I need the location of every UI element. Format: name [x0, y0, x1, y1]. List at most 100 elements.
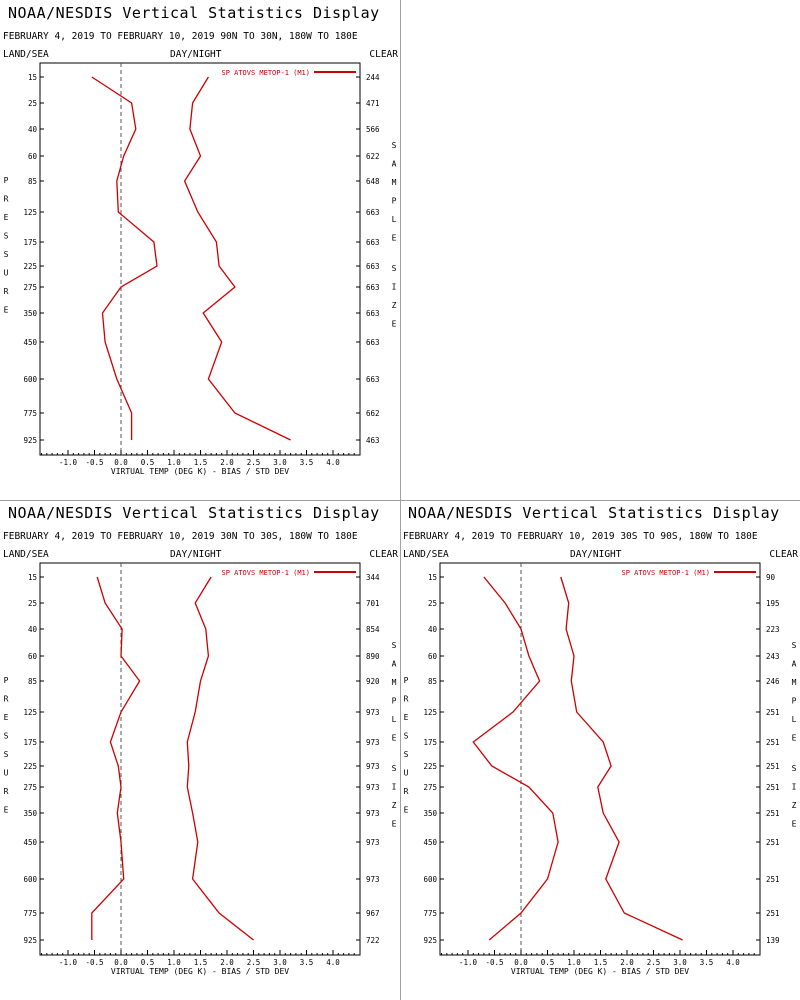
pressure-axis-letter: E	[4, 713, 9, 722]
x-tick-label: 2.0	[620, 958, 634, 967]
pressure-level-label: 175	[23, 738, 37, 747]
pressure-level-label: 775	[23, 909, 37, 918]
x-tick-label: 2.5	[647, 958, 661, 967]
pressure-axis-letter: E	[4, 213, 9, 222]
sample-size-label: 223	[766, 625, 780, 634]
pressure-axis-letter: E	[4, 306, 9, 315]
pressure-level-label: 125	[23, 208, 37, 217]
pressure-level-label: 600	[423, 875, 437, 884]
sample-size-label: 663	[366, 375, 380, 384]
sample-size-axis-letter: L	[392, 715, 397, 724]
day-night-label: DAY/NIGHT	[570, 549, 622, 560]
land-sea-label: LAND/SEA	[403, 549, 449, 560]
sample-size-label: 648	[366, 177, 380, 186]
bias-series-line	[472, 576, 559, 941]
panel-subtitle: FEBRUARY 4, 2019 TO FEBRUARY 10, 2019 90…	[3, 31, 358, 42]
sample-size-label: 251	[766, 708, 780, 717]
pressure-level-label: 125	[423, 708, 437, 717]
pressure-level-label: 925	[423, 936, 437, 945]
sample-size-label: 246	[766, 677, 780, 686]
x-tick-label: 0.0	[114, 458, 128, 467]
x-tick-label: 0.0	[114, 958, 128, 967]
pressure-axis-letter: R	[4, 195, 9, 204]
sample-size-label: 920	[366, 677, 380, 686]
x-tick-label: 2.0	[220, 458, 234, 467]
pressure-level-label: 350	[423, 809, 437, 818]
sample-size-label: 701	[366, 599, 380, 608]
bias-series-line	[91, 576, 141, 940]
pressure-axis-letter: S	[4, 750, 9, 759]
x-tick-label: 0.5	[141, 958, 155, 967]
x-axis-label: VIRTUAL TEMP (DEG K) - BIAS / STD DEV	[111, 467, 289, 476]
pressure-level-label: 275	[23, 783, 37, 792]
sample-size-label: 251	[766, 838, 780, 847]
sample-size-label: 251	[766, 762, 780, 771]
sample-size-axis-letter: E	[392, 820, 397, 829]
sample-size-axis-letter: A	[392, 160, 397, 169]
pressure-level-label: 40	[28, 625, 38, 634]
std-dev-series-line	[560, 576, 683, 941]
sample-size-axis-letter: M	[792, 678, 797, 687]
legend-label: SP ATOVS METOP-1 (M1)	[221, 69, 310, 77]
sample-size-axis-letter: S	[392, 641, 397, 650]
pressure-level-label: 775	[23, 409, 37, 418]
sample-size-axis-letter: I	[392, 283, 397, 292]
sample-size-label: 967	[366, 909, 380, 918]
sample-size-axis-letter: E	[792, 734, 797, 743]
bias-series-line	[91, 76, 158, 440]
pressure-axis-letter: S	[4, 732, 9, 741]
day-night-label: DAY/NIGHT	[170, 549, 222, 560]
x-tick-label: 2.5	[247, 458, 261, 467]
profile-chart: -1.0 -0.5 0.0 0.5 1.0 1.5 2.0 2.5 3.0 3.5 4.0 VIRTU…	[404, 562, 797, 976]
pressure-axis-letter: U	[4, 769, 9, 778]
std-dev-series-line	[186, 576, 254, 941]
x-tick-label: 3.5	[300, 958, 314, 967]
sample-size-axis-letter: A	[792, 660, 797, 669]
sample-size-label: 663	[366, 338, 380, 347]
pressure-level-label: 225	[423, 762, 437, 771]
pressure-axis-letter: E	[404, 713, 409, 722]
sample-size-label: 663	[366, 238, 380, 247]
stats-panel-2: NOAA/NESDIS Vertical Statistics Display …	[0, 500, 400, 1000]
pressure-axis-letter: R	[4, 787, 9, 796]
sample-size-label: 251	[766, 909, 780, 918]
panel-subtitle: FEBRUARY 4, 2019 TO FEBRUARY 10, 2019 30…	[403, 531, 758, 542]
pressure-level-label: 40	[428, 625, 438, 634]
x-tick-label: 4.0	[326, 458, 340, 467]
x-tick-label: 3.0	[273, 458, 287, 467]
pressure-level-label: 25	[28, 99, 37, 108]
pressure-axis-letter: P	[4, 676, 9, 685]
sample-size-label: 663	[366, 309, 380, 318]
panel-title: NOAA/NESDIS Vertical Statistics Display	[408, 504, 780, 522]
sample-size-label: 566	[366, 125, 380, 134]
pressure-level-label: 25	[428, 599, 437, 608]
pressure-level-label: 25	[28, 599, 37, 608]
land-sea-label: LAND/SEA	[3, 549, 49, 560]
pressure-level-label: 85	[28, 177, 37, 186]
sample-size-axis-letter: P	[392, 697, 397, 706]
sample-size-label: 471	[366, 99, 380, 108]
plot-frame	[39, 562, 361, 956]
land-sea-label: LAND/SEA	[3, 49, 49, 60]
clear-label: CLEAR	[769, 549, 798, 560]
pressure-level-label: 350	[23, 309, 37, 318]
plot-frame	[439, 562, 761, 956]
sample-size-axis-letter: S	[392, 764, 397, 773]
pressure-level-label: 600	[23, 375, 37, 384]
std-dev-series-line	[183, 76, 291, 441]
profile-chart: -1.0 -0.5 0.0 0.5 1.0 1.5 2.0 2.5 3.0 3.5 4.0 VIRTU…	[4, 62, 397, 476]
pressure-level-label: 15	[428, 573, 437, 582]
x-tick-label: 0.0	[514, 958, 528, 967]
panel-divider-horizontal	[0, 500, 800, 501]
pressure-level-label: 85	[428, 677, 437, 686]
pressure-axis-letter: S	[4, 250, 9, 259]
clear-label: CLEAR	[369, 549, 398, 560]
pressure-level-label: 60	[28, 152, 38, 161]
x-tick-label: 4.0	[326, 958, 340, 967]
sample-size-axis-letter: P	[392, 197, 397, 206]
x-tick-label: 1.5	[194, 958, 208, 967]
sample-size-label: 663	[366, 208, 380, 217]
x-tick-label: 1.5	[194, 458, 208, 467]
pressure-axis-letter: S	[404, 732, 409, 741]
pressure-level-label: 450	[423, 838, 437, 847]
